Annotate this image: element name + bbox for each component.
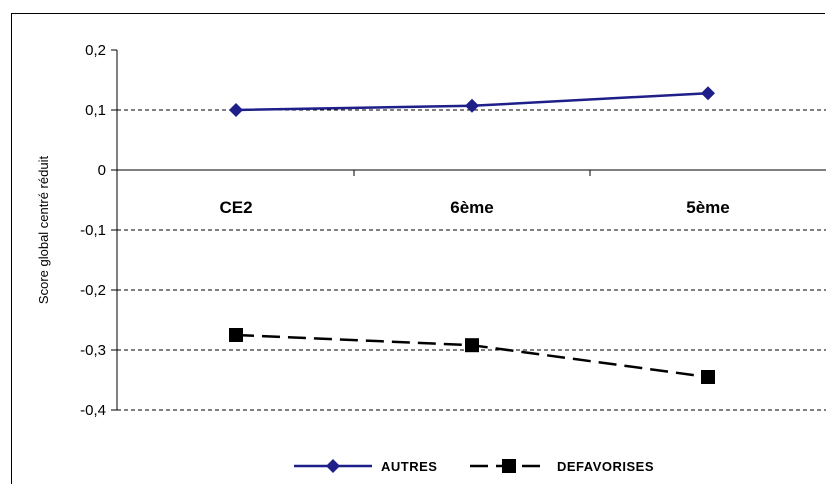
series <box>229 86 715 384</box>
y-tick-label: -0,3 <box>80 342 106 359</box>
data-point <box>229 103 243 117</box>
chart-frame <box>11 13 825 484</box>
y-tick-label: 0,1 <box>85 102 106 119</box>
data-point <box>701 370 715 384</box>
category-label: CE2 <box>219 198 252 217</box>
series-autres <box>229 86 715 117</box>
data-point <box>465 98 479 113</box>
series-defavorises <box>229 328 715 384</box>
category-labels: CE2 6ème 5ème <box>219 198 729 217</box>
legend-marker <box>326 459 340 473</box>
y-tick-label: -0,4 <box>80 402 106 419</box>
legend-item: DEFAVORISES <box>470 459 654 474</box>
y-tick-label: 0,2 <box>85 42 106 59</box>
y-tick-label: -0,1 <box>80 222 106 239</box>
data-point <box>229 328 243 342</box>
legend-item: AUTRES <box>294 459 437 474</box>
y-tick-label: 0 <box>98 162 106 179</box>
legend-marker <box>502 459 516 473</box>
category-label: 5ème <box>686 198 729 217</box>
y-tick-labels: 0,2 0,1 0 -0,1 -0,2 -0,3 -0,4 <box>80 42 106 419</box>
category-label: 6ème <box>450 198 493 217</box>
axes <box>116 50 826 410</box>
data-point <box>701 86 715 101</box>
y-tick-label: -0,2 <box>80 282 106 299</box>
gridlines <box>111 49 826 411</box>
y-axis-label: Score global centré réduit <box>36 156 51 305</box>
legend: AUTRES DEFAVORISES <box>294 459 654 474</box>
legend-label: DEFAVORISES <box>557 459 654 474</box>
data-point <box>465 338 479 353</box>
legend-label: AUTRES <box>381 459 437 474</box>
